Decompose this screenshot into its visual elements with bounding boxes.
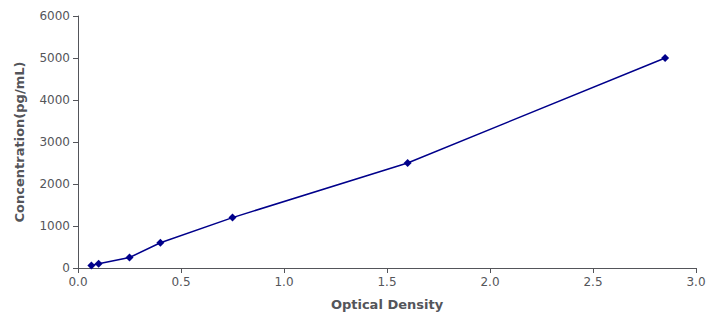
svg-text:Concentration(pg/mL): Concentration(pg/mL) [12, 62, 27, 223]
svg-text:2.5: 2.5 [583, 275, 602, 289]
svg-text:2000: 2000 [39, 177, 70, 191]
svg-text:1.0: 1.0 [274, 275, 293, 289]
svg-text:5000: 5000 [39, 51, 70, 65]
svg-text:3000: 3000 [39, 135, 70, 149]
svg-text:0: 0 [62, 261, 70, 275]
svg-text:3.0: 3.0 [686, 275, 705, 289]
svg-text:6000: 6000 [39, 9, 70, 23]
svg-text:2.0: 2.0 [480, 275, 499, 289]
svg-text:1000: 1000 [39, 219, 70, 233]
svg-text:1.5: 1.5 [377, 275, 396, 289]
svg-text:0.5: 0.5 [171, 275, 190, 289]
svg-text:4000: 4000 [39, 93, 70, 107]
svg-text:Optical Density: Optical Density [331, 297, 444, 312]
svg-text:0.0: 0.0 [68, 275, 87, 289]
